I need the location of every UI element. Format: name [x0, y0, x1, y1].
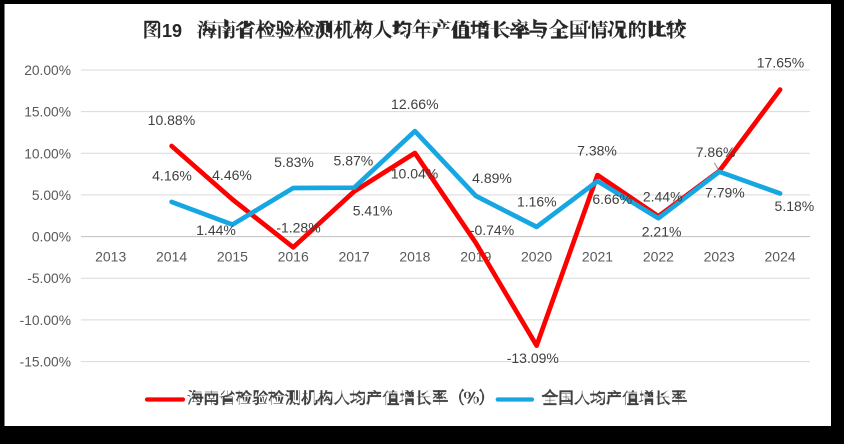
svg-text:4.16%: 4.16%: [152, 168, 192, 184]
svg-text:-5.00%: -5.00%: [27, 271, 71, 286]
svg-text:2024: 2024: [765, 249, 796, 265]
svg-text:19: 19: [162, 21, 182, 41]
svg-text:2.44%: 2.44%: [643, 189, 683, 205]
svg-text:7.79%: 7.79%: [705, 184, 745, 200]
svg-text:2016: 2016: [278, 249, 309, 265]
svg-text:2023: 2023: [704, 249, 735, 265]
svg-text:2.21%: 2.21%: [642, 223, 682, 239]
svg-text:15.00%: 15.00%: [24, 105, 71, 120]
svg-text:1.44%: 1.44%: [196, 222, 236, 238]
svg-text:10.88%: 10.88%: [148, 112, 195, 128]
svg-text:2013: 2013: [95, 249, 126, 265]
svg-text:-1.28%: -1.28%: [276, 220, 320, 236]
svg-text:2014: 2014: [156, 249, 187, 265]
svg-text:2020: 2020: [521, 249, 552, 265]
svg-text:2018: 2018: [399, 249, 430, 265]
svg-text:5.41%: 5.41%: [353, 202, 393, 218]
svg-text:10.04%: 10.04%: [391, 166, 438, 182]
svg-text:12.66%: 12.66%: [391, 96, 438, 112]
svg-text:2022: 2022: [643, 249, 674, 265]
svg-text:5.87%: 5.87%: [334, 152, 374, 168]
svg-text:7.86%: 7.86%: [696, 144, 736, 160]
svg-text:5.00%: 5.00%: [32, 188, 71, 203]
svg-text:-0.74%: -0.74%: [470, 222, 514, 238]
svg-text:2017: 2017: [339, 249, 370, 265]
svg-text:5.18%: 5.18%: [775, 198, 815, 214]
svg-text:2021: 2021: [582, 249, 613, 265]
svg-text:4.46%: 4.46%: [212, 167, 252, 183]
svg-text:-13.09%: -13.09%: [507, 350, 559, 366]
svg-text:10.00%: 10.00%: [24, 146, 71, 161]
svg-text:4.89%: 4.89%: [472, 170, 512, 186]
svg-text:0.00%: 0.00%: [32, 230, 71, 245]
svg-text:5.83%: 5.83%: [274, 154, 314, 170]
svg-text:1.16%: 1.16%: [517, 194, 557, 210]
svg-text:-10.00%: -10.00%: [20, 313, 71, 328]
svg-text:20.00%: 20.00%: [24, 63, 71, 78]
svg-text:17.65%: 17.65%: [757, 54, 804, 70]
svg-text:6.66%: 6.66%: [592, 191, 632, 207]
svg-text:7.38%: 7.38%: [577, 142, 617, 158]
svg-text:2015: 2015: [217, 249, 248, 265]
svg-text:-15.00%: -15.00%: [20, 355, 71, 370]
